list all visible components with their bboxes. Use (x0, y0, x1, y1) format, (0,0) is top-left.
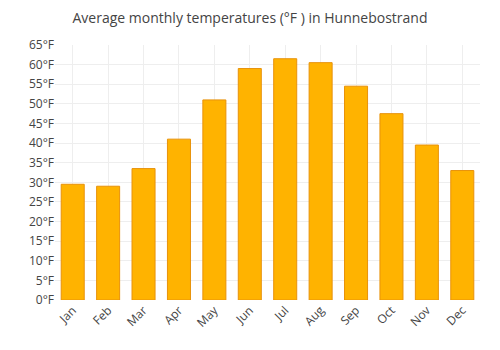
svg-text:50°F: 50°F (29, 95, 54, 112)
svg-text:40°F: 40°F (29, 134, 54, 151)
svg-text:25°F: 25°F (29, 193, 54, 210)
svg-text:55°F: 55°F (29, 75, 54, 92)
svg-text:May: May (193, 301, 222, 330)
svg-text:35°F: 35°F (29, 154, 54, 171)
svg-text:20°F: 20°F (29, 213, 54, 230)
svg-text:Jun: Jun (231, 302, 256, 327)
svg-text:65°F: 65°F (29, 36, 54, 53)
svg-text:Sep: Sep (336, 302, 363, 329)
svg-text:Oct: Oct (373, 302, 399, 328)
svg-text:Nov: Nov (406, 302, 434, 330)
svg-text:10°F: 10°F (29, 252, 54, 269)
svg-text:Apr: Apr (160, 302, 186, 328)
svg-text:Dec: Dec (442, 302, 469, 329)
svg-text:Aug: Aug (300, 302, 328, 330)
svg-text:30°F: 30°F (29, 174, 54, 191)
svg-text:Average monthly temperatures (: Average monthly temperatures (°F ) in Hu… (73, 8, 428, 27)
svg-text:Jan: Jan (55, 302, 80, 327)
svg-text:5°F: 5°F (36, 272, 54, 289)
svg-text:15°F: 15°F (29, 232, 54, 249)
svg-text:Jul: Jul (270, 302, 292, 324)
svg-text:60°F: 60°F (29, 56, 54, 73)
svg-text:Mar: Mar (123, 302, 151, 330)
svg-text:0°F: 0°F (36, 291, 54, 308)
svg-text:45°F: 45°F (29, 115, 54, 132)
svg-text:Feb: Feb (89, 302, 115, 328)
